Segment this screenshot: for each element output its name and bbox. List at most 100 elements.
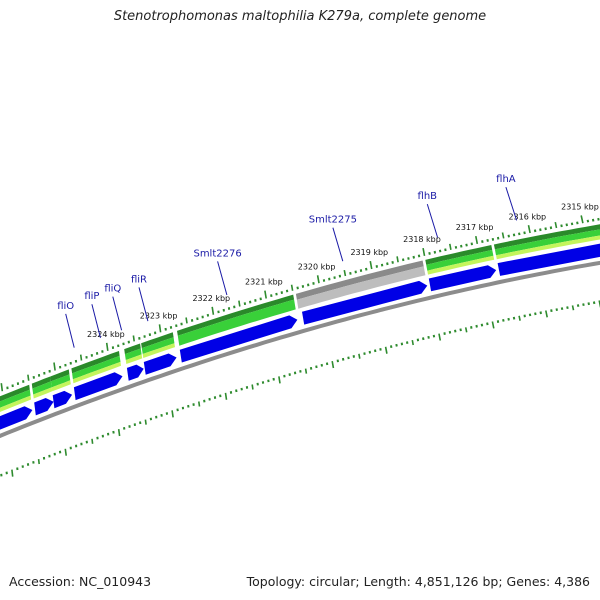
outer-tick xyxy=(554,221,558,229)
outer-tick xyxy=(580,215,584,224)
gene-band-outer xyxy=(141,332,174,349)
inner-tick xyxy=(571,305,575,311)
outer-tick xyxy=(465,243,468,247)
gene-band-inner xyxy=(142,343,175,358)
feature xyxy=(124,343,144,381)
inner-tick xyxy=(304,368,308,374)
outer-tick xyxy=(53,362,56,371)
inner-tick xyxy=(171,410,174,418)
cds-arrow xyxy=(52,390,73,409)
feature xyxy=(0,384,33,430)
inner-tick xyxy=(592,301,596,305)
outer-tick xyxy=(570,222,574,226)
gene-band-middle xyxy=(177,299,296,346)
inner-tick xyxy=(368,350,372,354)
tick-label: 2315 kbp xyxy=(561,203,599,212)
outer-tick xyxy=(105,342,109,351)
outer-tick xyxy=(365,267,368,271)
map-title: Stenotrophomonas maltophilia K279a, comp… xyxy=(113,9,487,24)
outer-tick xyxy=(386,262,389,266)
outer-tick xyxy=(518,232,521,236)
gene-band-outer xyxy=(50,369,70,382)
gene-band-inner xyxy=(125,354,143,364)
outer-tick xyxy=(407,257,410,260)
gene-band-inner xyxy=(72,361,121,384)
outer-tick xyxy=(475,235,479,245)
outer-tick xyxy=(591,218,595,222)
cds-arrow xyxy=(34,398,54,416)
gene-label: flhB xyxy=(418,191,438,202)
outer-tick xyxy=(211,306,215,315)
inner-tick xyxy=(395,343,398,347)
backbone-line xyxy=(0,260,600,439)
feature xyxy=(31,376,54,416)
outer-tick xyxy=(523,231,526,235)
genome-summary-text: Topology: circular; Length: 4,851,126 bp… xyxy=(246,574,590,589)
gene-band-middle xyxy=(124,348,142,360)
outer-tick xyxy=(290,284,294,291)
inner-tick xyxy=(555,308,558,312)
outer-tick xyxy=(0,383,4,392)
inner-tick xyxy=(91,438,94,444)
inner-tick xyxy=(144,419,147,425)
outer-tick xyxy=(586,219,590,223)
gene-label: fliP xyxy=(84,291,99,302)
gene-band-inner xyxy=(427,255,495,275)
inner-tick xyxy=(117,428,121,437)
gene-label-leader xyxy=(138,287,149,322)
gene-label: flhA xyxy=(496,174,516,185)
gene-band-middle xyxy=(50,374,71,388)
tick-label: 2323 kbp xyxy=(140,311,178,320)
gene-band-middle xyxy=(72,355,121,380)
gene-label: fliQ xyxy=(104,284,121,295)
inner-tick xyxy=(502,318,505,322)
accession-text: Accession: NC_010943 xyxy=(9,574,152,589)
inner-tick xyxy=(576,304,580,308)
gene-band-outer xyxy=(31,376,51,389)
inner-tick xyxy=(582,303,585,307)
outer-tick-ring xyxy=(0,215,600,392)
tick-label: 2320 kbp xyxy=(298,262,336,271)
outer-tick xyxy=(185,317,188,324)
outer-tick xyxy=(433,250,437,254)
outer-tick xyxy=(481,240,484,243)
outer-tick xyxy=(412,255,415,259)
inner-tick xyxy=(11,469,14,477)
gene-label: Smlt2276 xyxy=(193,248,241,259)
outer-tick xyxy=(512,233,516,237)
gene-band-inner xyxy=(0,395,32,412)
gene-label: fliR xyxy=(131,274,147,285)
inner-tick xyxy=(560,307,564,311)
inner-tick xyxy=(251,384,254,390)
outer-tick xyxy=(501,232,505,239)
inner-tick xyxy=(454,329,457,333)
outer-tick xyxy=(438,249,442,253)
outer-tick xyxy=(391,261,394,264)
outer-tick xyxy=(507,234,510,238)
inner-tick xyxy=(518,315,521,321)
gene-band-middle xyxy=(426,249,494,271)
outer-tick xyxy=(544,227,547,231)
outer-tick xyxy=(539,228,542,232)
cds-arrow xyxy=(302,280,428,325)
gene-label-layer: fliO fliP fliQ fliR Smlt2276 Smlt2275 flhB flhA xyxy=(57,174,518,348)
inner-tick xyxy=(278,376,281,384)
tick-label: 2316 kbp xyxy=(508,212,546,221)
tick-label: 2317 kbp xyxy=(456,223,494,232)
outer-tick xyxy=(576,221,579,225)
feature xyxy=(295,260,428,325)
outer-tick xyxy=(527,225,531,234)
feature xyxy=(493,224,600,276)
inner-tick xyxy=(587,302,590,306)
outer-tick xyxy=(396,256,399,263)
inner-tick xyxy=(528,313,532,317)
outer-tick xyxy=(422,247,426,257)
gene-band-middle xyxy=(494,229,600,256)
inner-tick xyxy=(358,353,361,359)
gene-label: fliO xyxy=(57,301,74,312)
cds-arrow xyxy=(0,406,33,430)
inner-tick xyxy=(491,321,495,329)
outer-tick xyxy=(316,275,320,284)
inner-tick xyxy=(486,322,489,326)
